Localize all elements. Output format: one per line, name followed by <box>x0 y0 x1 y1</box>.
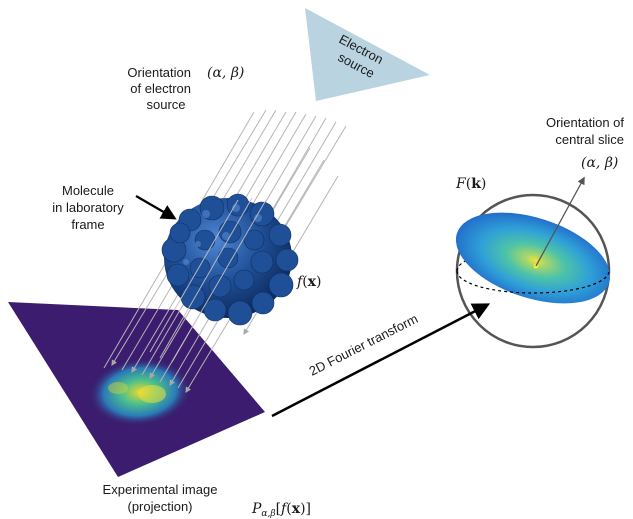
experimental-image-label-2: (projection) <box>127 499 192 514</box>
orientation-slice-label-1: Orientation of <box>546 115 624 130</box>
projection-x: x <box>292 501 301 517</box>
orientation-source-math: (α, β) <box>207 65 244 81</box>
fourier-transform-arrow <box>271 303 491 418</box>
k-symbol: k <box>471 176 481 192</box>
orientation-source-label-1: Orientation <box>127 65 191 80</box>
orientation-source-label-2: of electron <box>130 81 191 96</box>
fourier-function-label: F(k) <box>455 176 486 192</box>
fourier-sphere <box>455 176 611 349</box>
F-symbol: F <box>455 176 467 192</box>
x-symbol: x <box>308 274 317 290</box>
orientation-slice-math: (α, β) <box>581 155 618 171</box>
f-symbol: f <box>296 274 305 290</box>
detector-plane <box>8 302 265 477</box>
molecule <box>161 193 299 326</box>
molecule-label-2: in laboratory <box>52 200 124 215</box>
electron-source: Electron source <box>305 8 430 101</box>
projection-label: Pα,β[f(x)] <box>251 501 311 519</box>
molecule-pointer-arrow <box>135 195 177 220</box>
projection-operator: P <box>251 501 262 517</box>
orientation-source-label-3: source <box>146 97 185 112</box>
projection-f: f <box>280 501 289 517</box>
slice-normal-arrow <box>535 176 585 267</box>
molecule-function-label: f(x) <box>296 274 321 290</box>
molecule-label-3: frame <box>71 217 104 232</box>
orientation-slice-label-2: central slice <box>555 132 624 147</box>
experimental-image-label-1: Experimental image <box>103 482 218 497</box>
projection-subscript: α,β <box>261 509 275 519</box>
molecule-label-1: Molecule <box>62 183 114 198</box>
central-slice <box>455 212 611 304</box>
